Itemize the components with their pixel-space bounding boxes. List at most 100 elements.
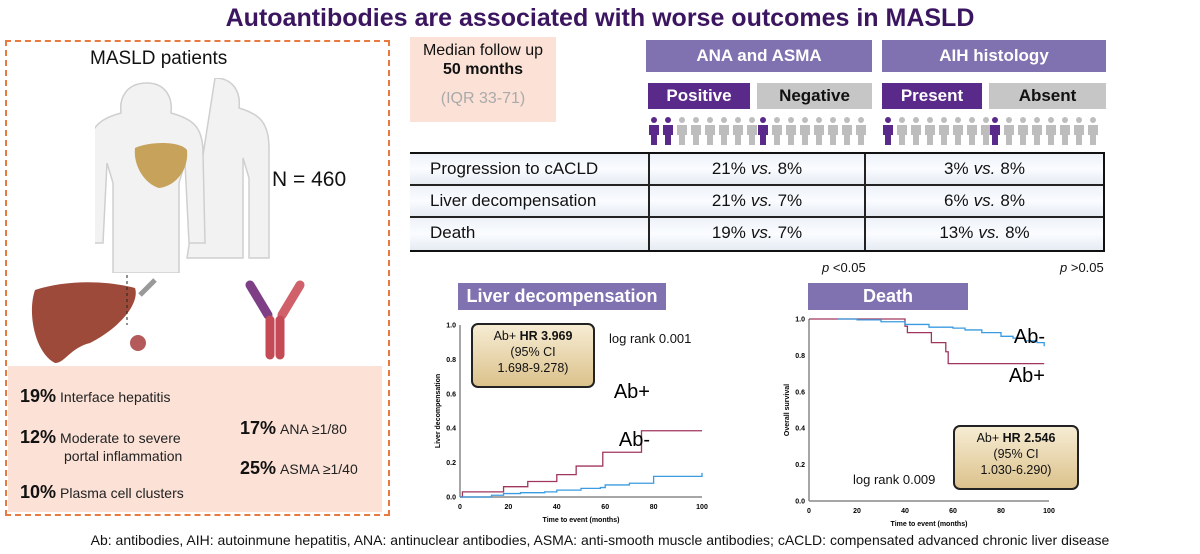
y-axis-label: Overall survival — [784, 384, 791, 436]
km-curve-ab-positive — [460, 430, 702, 498]
label-absent: Absent — [989, 83, 1106, 109]
x-axis-label: Time to event (months) — [891, 521, 968, 528]
p-value-aih: p >0.05 — [1060, 260, 1104, 275]
person-icon — [1074, 117, 1084, 145]
series-label: Ab+ — [1009, 365, 1045, 387]
antibody-icon — [245, 280, 305, 360]
km-curve-ab-negative — [837, 318, 1045, 347]
x-tick-label: 100 — [1043, 508, 1055, 515]
person-icon — [1088, 117, 1098, 145]
table-row: Progression to cACLD 21% vs. 8% 3% vs. 8% — [410, 154, 1103, 186]
y-tick-label: 0.4 — [446, 426, 456, 433]
person-icon — [747, 117, 757, 145]
person-icon — [691, 117, 701, 145]
person-icon — [981, 117, 991, 145]
label-positive: Positive — [648, 83, 750, 109]
y-tick-label: 0.6 — [446, 391, 456, 398]
x-tick-label: 40 — [901, 508, 909, 515]
histology-stat-2: 12% Moderate to severe portal inflammation — [20, 427, 183, 464]
person-icon — [772, 117, 782, 145]
person-icon — [677, 117, 687, 145]
chart-title-death: Death — [808, 283, 968, 310]
series-label: Ab+ — [614, 381, 650, 403]
person-icon — [733, 117, 743, 145]
page-title: Autoantibodies are associated with worse… — [225, 4, 975, 32]
person-icon — [883, 117, 893, 145]
y-tick-label: 0.6 — [795, 389, 805, 396]
group-header-ana-asma: ANA and ASMA — [646, 40, 872, 72]
y-axis-label: Liver decompensation — [435, 374, 442, 448]
patient-count: N = 460 — [272, 168, 347, 191]
x-tick-label: 100 — [696, 504, 708, 511]
abbreviations-footer: Ab: antibodies, AIH: autoinmune hepatiti… — [90, 532, 1110, 548]
logrank-decompensation: log rank 0.001 — [609, 331, 692, 346]
y-tick-label: 0.2 — [795, 462, 805, 469]
person-icon — [856, 117, 866, 145]
hr-box-death: Ab+ HR 2.546 (95% CI 1.030-6.290) — [953, 425, 1079, 490]
person-icon — [1004, 117, 1014, 145]
outcomes-table: Progression to cACLD 21% vs. 8% 3% vs. 8% Li… — [410, 152, 1105, 252]
series-label: Ab- — [619, 429, 650, 451]
person-icon — [705, 117, 715, 145]
person-icon — [1032, 117, 1042, 145]
label-negative: Negative — [757, 83, 872, 109]
table-row: Liver decompensation 21% vs. 7% 6% vs. 8% — [410, 186, 1103, 218]
person-icon — [897, 117, 907, 145]
x-tick-label: 60 — [949, 508, 957, 515]
person-icon — [967, 117, 977, 145]
x-tick-label: 0 — [807, 508, 811, 515]
x-axis-label: Time to event (months) — [543, 517, 620, 524]
liver-biopsy-icon — [31, 275, 157, 363]
y-tick-label: 0.0 — [795, 499, 805, 506]
y-tick-label: 0.0 — [446, 495, 456, 502]
hr-box-decompensation: Ab+ HR 3.969 (95% CI 1.698-9.278) — [471, 323, 595, 388]
antibody-stat-ana: 17% ANA ≥1/80 — [240, 418, 347, 438]
x-tick-label: 40 — [553, 504, 561, 511]
person-icon — [649, 117, 659, 145]
km-curve-ab-positive — [809, 318, 1045, 365]
x-tick-label: 20 — [505, 504, 513, 511]
person-icon — [800, 117, 810, 145]
person-icon — [939, 117, 949, 145]
person-icon — [1018, 117, 1028, 145]
y-tick-label: 0.2 — [446, 460, 456, 467]
logrank-death: log rank 0.009 — [853, 472, 936, 487]
person-icon — [1046, 117, 1056, 145]
person-icon — [758, 117, 768, 145]
person-icon — [990, 117, 1000, 145]
chart-title-decompensation: Liver decompensation — [458, 283, 666, 310]
x-tick-label: 80 — [997, 508, 1005, 515]
person-icon — [663, 117, 673, 145]
km-curve-ab-negative — [460, 472, 703, 498]
y-tick-label: 0.8 — [446, 357, 456, 364]
label-present: Present — [882, 83, 982, 109]
x-tick-label: 20 — [853, 508, 861, 515]
body-silhouette-icon — [95, 78, 270, 273]
findings-panel: 19% Interface hepatitis 12% Moderate to se… — [8, 366, 382, 512]
y-tick-label: 1.0 — [795, 317, 805, 324]
antibody-stat-asma: 25% ASMA ≥1/40 — [240, 458, 358, 478]
p-value-ana-asma: p <0.05 — [822, 260, 866, 275]
cohort-panel — [5, 40, 390, 516]
person-icon — [953, 117, 963, 145]
person-icon — [925, 117, 935, 145]
person-icon — [911, 117, 921, 145]
series-label: Ab- — [1014, 326, 1045, 348]
x-tick-label: 60 — [601, 504, 609, 511]
x-tick-label: 0 — [458, 504, 462, 511]
x-tick-label: 80 — [650, 504, 658, 511]
histology-stat-3: 10% Plasma cell clusters — [20, 482, 184, 502]
table-row: Death 19% vs. 7% 13% vs. 8% — [410, 218, 1103, 250]
y-tick-label: 1.0 — [446, 323, 456, 330]
followup-box: Median follow up 50 months (IQR 33-71) — [410, 37, 556, 122]
y-tick-label: 0.8 — [795, 353, 805, 360]
y-tick-label: 0.4 — [795, 426, 805, 433]
person-icon — [786, 117, 796, 145]
person-icon — [719, 117, 729, 145]
cohort-heading: MASLD patients — [90, 48, 228, 69]
person-icon — [1060, 117, 1070, 145]
person-icon — [842, 117, 852, 145]
histology-stat-1: 19% Interface hepatitis — [20, 386, 171, 406]
person-icon — [828, 117, 838, 145]
person-icon — [814, 117, 824, 145]
